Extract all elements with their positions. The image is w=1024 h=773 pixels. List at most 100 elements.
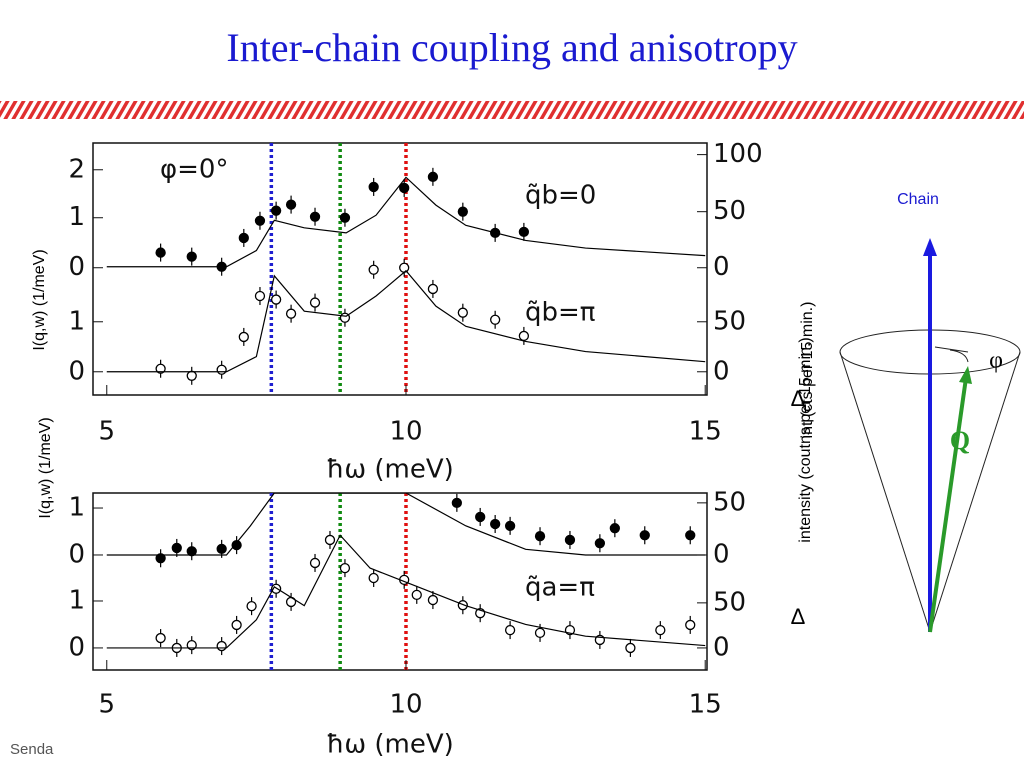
y-tick-label: 1 [68,585,85,615]
y-tick-label: 0 [68,632,85,662]
y2-tick-label: 50 [713,587,746,617]
cone-side [929,351,1021,633]
data-point [309,211,321,222]
data-point [285,308,297,319]
data-point [186,546,197,557]
y-tick-label: 1 [68,202,85,232]
data-point [518,226,530,238]
vector-label: Q [950,426,970,455]
data-point [655,624,666,636]
data-point [504,624,516,636]
data-point [270,294,282,305]
y-axis-label: I(q,w) (1/meV) [37,417,54,518]
data-point [427,594,439,606]
data-point [186,370,197,381]
data-point [155,247,166,258]
footer: Senda [10,741,54,758]
data-point [171,542,182,554]
y2-tick-label: 0 [713,539,730,569]
data-point [186,251,197,262]
data-point [238,331,249,343]
y2-tick-label: 0 [713,632,730,662]
data-point [518,330,530,342]
angle-arc [934,346,969,363]
data-point [504,520,516,532]
data-point [246,600,257,612]
data-point [427,171,439,182]
data-point [457,206,468,217]
data-point [238,232,249,244]
y2-tick-label: 50 [713,487,746,517]
data-point [534,627,546,639]
data-point [490,314,501,325]
q-vector [928,377,968,633]
x-axis-label: ħω (meV) [326,730,454,760]
data-point [231,539,242,551]
plot-frame [92,142,708,396]
data-point [457,600,468,611]
data-point [324,534,336,546]
y2-tick-label: 0 [713,252,730,282]
cone-side [839,351,931,633]
q-arrow [959,366,972,384]
data-point [639,530,650,541]
right-label-text: int (cts per 15 min.) [799,302,816,439]
data-point [490,518,501,530]
x-axis-label: ħω (meV) [326,455,454,485]
x-tick-label: 10 [389,417,422,447]
fit-curve [106,493,706,556]
y-tick-label: 0 [68,252,85,282]
data-point [594,538,606,549]
y-tick-label: 1 [68,306,85,336]
y2-tick-label: 0 [713,356,730,386]
data-point [155,632,166,644]
y2-tick-label: 50 [713,196,746,226]
fit-curve [106,534,706,649]
x-tick-label: 5 [98,690,115,720]
title-rule [0,101,1024,119]
angle-label: φ [989,348,1003,374]
data-point [625,642,636,654]
data-point [564,534,576,546]
slide-title: Inter-chain coupling and anisotropy [226,25,797,70]
y2-tick-label: 50 [713,306,746,336]
data-point [270,205,282,216]
annotation: q̃b=π [525,298,595,328]
annotation: q̃a=π [525,573,595,603]
data-point [155,363,166,374]
chain-label: Chain [897,191,939,208]
data-point [339,212,351,223]
y-tick-label: 1 [68,493,85,523]
data-point [216,543,227,555]
data-point [685,619,696,631]
delta: Δ [791,386,806,411]
data-point [475,511,486,523]
data-point [309,557,321,569]
data-point [368,181,379,193]
annotation: φ=0° [160,155,228,185]
data-point [534,531,546,542]
y2-tick-label: 100 [713,139,763,169]
y-axis-label: I(q,w) (1/meV) [31,249,48,350]
x-tick-label: 5 [98,417,115,447]
fit-curve [106,269,706,373]
annotation: q̃b=0 [525,181,596,211]
data-point [609,523,620,534]
data-point [285,199,297,210]
delta: Δ [791,604,806,629]
x-tick-label: 10 [389,690,422,720]
data-point [309,297,321,308]
data-point [457,307,468,318]
data-point [399,262,410,273]
data-point [339,562,351,574]
x-tick-label: 15 [689,417,722,447]
data-point [254,215,266,226]
right-label-b: int (cts per 15 min.) [799,302,816,439]
data-point [368,572,379,584]
plot-area [106,143,706,395]
right-label-a: intensity (coutns per 15 min.) [797,337,814,542]
data-point [155,553,166,564]
data-point [685,530,696,541]
chain-arrow [923,238,937,256]
